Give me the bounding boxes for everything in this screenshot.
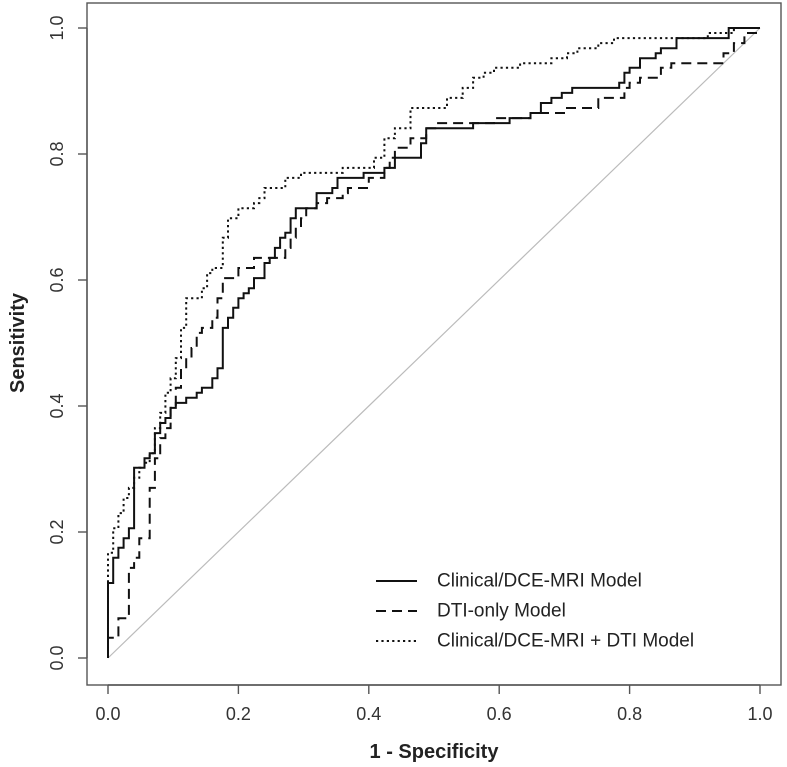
x-tick-label: 1.0 [747, 704, 772, 724]
axes: 0.0 0.2 0.4 0.6 0.8 1.0 0.0 0.2 0.4 0.6 0.8 1.0 [47, 15, 773, 724]
series-layer [107, 27, 760, 658]
roc-curve-dti [107, 32, 760, 658]
legend-label-combined: Clinical/DCE-MRI + DTI Model [437, 631, 694, 652]
x-tick-label: 0.6 [487, 704, 512, 724]
y-tick-label: 1.0 [47, 15, 67, 40]
legend-label-dti: DTI-only Model [437, 601, 566, 622]
legend-label-clinical: Clinical/DCE-MRI Model [437, 571, 642, 592]
y-tick-label: 0.8 [47, 141, 67, 166]
y-tick-label: 0.4 [47, 393, 67, 418]
x-tick-label: 0.0 [95, 704, 120, 724]
y-axis-title: Sensitivity [7, 292, 29, 393]
plot-frame [86, 2, 782, 686]
roc-curve-combined [107, 27, 760, 658]
reference-diagonal-line [107, 27, 761, 659]
y-tick-label: 0.0 [47, 645, 67, 670]
y-tick-label: 0.6 [47, 267, 67, 292]
x-axis-title: 1 - Specificity [370, 741, 500, 763]
y-tick-label: 0.2 [47, 519, 67, 544]
x-tick-label: 0.4 [356, 704, 381, 724]
x-tick-label: 0.2 [226, 704, 251, 724]
roc-curve-clinical [107, 27, 760, 658]
legend: Clinical/DCE-MRI Model DTI-only Model Cl… [376, 571, 694, 652]
x-tick-label: 0.8 [617, 704, 642, 724]
reference-diagonal-layer [107, 27, 761, 659]
